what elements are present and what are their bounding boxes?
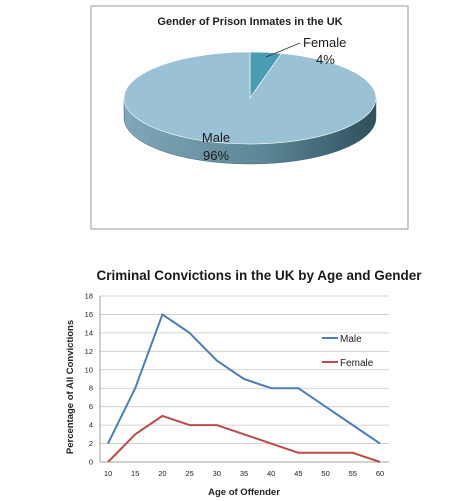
- y-axis-title: Percentage of All Convictions: [65, 320, 76, 454]
- legend: Male Female: [322, 334, 374, 369]
- y-tick-label: 8: [89, 384, 93, 393]
- x-tick-label: 10: [104, 469, 112, 478]
- line-series: [107, 313, 381, 463]
- line-chart: Criminal Convictions in the UK by Age an…: [65, 268, 422, 498]
- y-tick-label: 16: [85, 310, 93, 319]
- y-axis-ticks: 0 2 4 6 8 10 12 14 16 18: [85, 292, 93, 467]
- pie-slice-male: [123, 51, 377, 145]
- x-tick-label: 35: [240, 469, 248, 478]
- x-axis-title: Age of Offender: [208, 487, 280, 498]
- x-tick-label: 25: [185, 469, 193, 478]
- female-slice-label: Female: [303, 35, 346, 50]
- y-tick-label: 4: [89, 421, 93, 430]
- y-tick-label: 18: [85, 292, 93, 301]
- male-slice-value: 96%: [203, 148, 229, 163]
- x-tick-label: 30: [213, 469, 221, 478]
- female-leader-line: [265, 42, 301, 58]
- x-tick-label: 55: [349, 469, 357, 478]
- line-chart-gridlines: [99, 295, 389, 463]
- male-slice-label: Male: [202, 130, 230, 145]
- line-chart-title: Criminal Convictions in the UK by Age an…: [96, 268, 422, 283]
- y-tick-label: 14: [85, 328, 93, 337]
- x-tick-label: 45: [294, 469, 302, 478]
- series-line-male: [107, 313, 381, 445]
- y-tick-label: 12: [85, 347, 93, 356]
- legend-female-label: Female: [340, 358, 374, 369]
- legend-male-label: Male: [340, 334, 362, 345]
- pie-chart: Gender of Prison Inmates in the UK Femal…: [90, 5, 409, 230]
- y-tick-label: 10: [85, 365, 93, 374]
- female-slice-value: 4%: [316, 52, 335, 67]
- pie-slices: [123, 51, 377, 165]
- y-tick-label: 6: [89, 402, 93, 411]
- y-tick-label: 2: [89, 439, 93, 448]
- series-line-female: [107, 414, 381, 463]
- x-tick-label: 40: [267, 469, 275, 478]
- x-tick-label: 50: [321, 469, 329, 478]
- x-tick-label: 15: [131, 469, 139, 478]
- pie-chart-title: Gender of Prison Inmates in the UK: [157, 16, 342, 28]
- x-tick-label: 20: [158, 469, 166, 478]
- x-axis-ticks: 10 15 20 25 30 35 40 45 50 55 60: [104, 469, 384, 478]
- x-tick-label: 60: [376, 469, 384, 478]
- y-tick-label: 0: [89, 458, 93, 467]
